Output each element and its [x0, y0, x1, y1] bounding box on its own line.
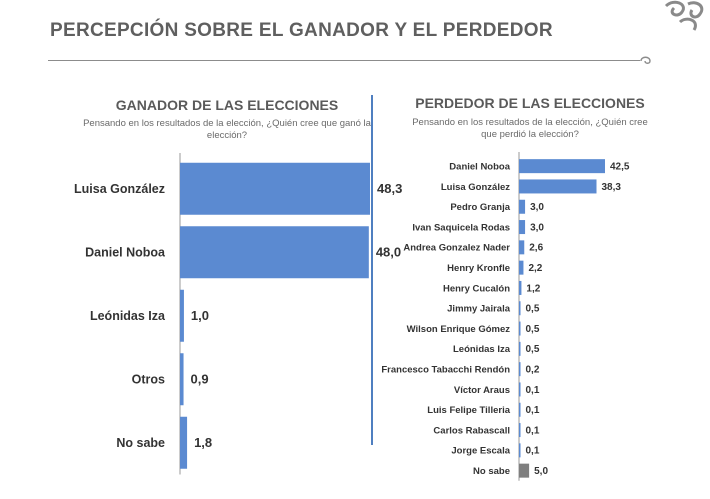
winner-bar: [180, 289, 184, 342]
loser-bar: [519, 301, 521, 316]
winner-category-label: No sabe: [116, 436, 165, 450]
page-title: PERCEPCIÓN SOBRE EL GANADOR Y EL PERDEDO…: [50, 20, 553, 41]
loser-category-label: Henry Kronfle: [447, 263, 510, 274]
loser-bar: [519, 443, 521, 458]
loser-category-label: Luisa González: [441, 182, 510, 193]
loser-category-label: Henry Cucalón: [443, 283, 510, 294]
loser-value-label: 2,2: [528, 263, 542, 274]
loser-value-label: 0,5: [526, 324, 540, 335]
loser-bar: [519, 159, 605, 174]
loser-category-label: Pedro Granja: [450, 202, 510, 213]
loser-bar: [519, 260, 524, 275]
winner-bar: [180, 226, 369, 279]
winner-bar: [180, 353, 184, 406]
loser-value-label: 0,1: [526, 446, 540, 457]
loser-bar: [519, 280, 522, 295]
loser-category-label: Víctor Araus: [454, 385, 510, 396]
winner-chart-subtitle: Pensando en los resultados de la elecció…: [83, 118, 371, 141]
loser-value-label: 0,5: [526, 304, 540, 315]
loser-value-label: 38,3: [602, 182, 622, 193]
loser-bar: [519, 463, 530, 478]
loser-value-label: 42,5: [610, 161, 630, 172]
loser-bar: [519, 423, 521, 438]
loser-bar: [519, 402, 521, 417]
loser-category-label: Daniel Noboa: [449, 161, 510, 172]
winner-value-label: 48,0: [376, 245, 401, 260]
loser-category-label: No sabe: [473, 466, 510, 477]
winner-value-label: 48,3: [377, 181, 402, 196]
panel-divider: [371, 95, 373, 445]
loser-value-label: 0,1: [526, 405, 540, 416]
loser-category-label: Leónidas Iza: [453, 344, 511, 355]
loser-bar: [519, 220, 526, 235]
loser-category-label: Carlos Rabascall: [433, 425, 510, 436]
loser-value-label: 0,1: [526, 385, 540, 396]
loser-value-label: 2,6: [529, 243, 543, 254]
loser-value-label: 5,0: [534, 466, 548, 477]
winner-value-label: 0,9: [191, 372, 209, 387]
loser-category-label: Jorge Escala: [451, 446, 510, 457]
loser-value-label: 1,2: [526, 283, 540, 294]
winner-category-label: Otros: [132, 373, 165, 387]
loser-bar: [519, 362, 521, 377]
loser-bar: [519, 382, 521, 397]
winner-category-label: Leónidas Iza: [90, 309, 166, 323]
loser-value-label: 3,0: [530, 222, 544, 233]
loser-bar: [519, 321, 521, 336]
loser-category-label: Jimmy Jairala: [447, 304, 511, 315]
winner-category-label: Daniel Noboa: [85, 246, 166, 260]
title-rule: [48, 60, 640, 61]
loser-bar: [519, 199, 526, 214]
loser-bar: [519, 341, 521, 356]
winner-value-label: 1,0: [191, 308, 209, 323]
loser-category-label: Andrea Gonzalez Nader: [403, 243, 510, 254]
loser-category-label: Wilson Enrique Gómez: [407, 324, 511, 335]
winner-bar: [180, 416, 188, 469]
swirl-logo-icon: [664, 0, 704, 31]
loser-category-label: Francesco Tabacchi Rendón: [381, 364, 510, 375]
loser-chart-title: PERDEDOR DE LAS ELECCIONES: [415, 95, 645, 111]
loser-category-label: Ivan Saquicela Rodas: [412, 222, 510, 233]
loser-value-label: 3,0: [530, 202, 544, 213]
winner-category-label: Luisa González: [74, 182, 165, 196]
loser-value-label: 0,2: [526, 364, 540, 375]
winner-bar: [180, 162, 370, 215]
loser-chart-subtitle: Pensando en los resultados de la elecció…: [412, 117, 648, 140]
loser-bar: [519, 240, 525, 255]
loser-category-label: Luis Felipe Tilleria: [427, 405, 510, 416]
winner-chart-title: GANADOR DE LAS ELECCIONES: [115, 97, 339, 113]
loser-bar: [519, 179, 597, 194]
swirl-ornament-icon: [640, 56, 651, 64]
winner-value-label: 1,8: [194, 435, 212, 450]
loser-value-label: 0,1: [526, 425, 540, 436]
loser-value-label: 0,5: [526, 344, 540, 355]
